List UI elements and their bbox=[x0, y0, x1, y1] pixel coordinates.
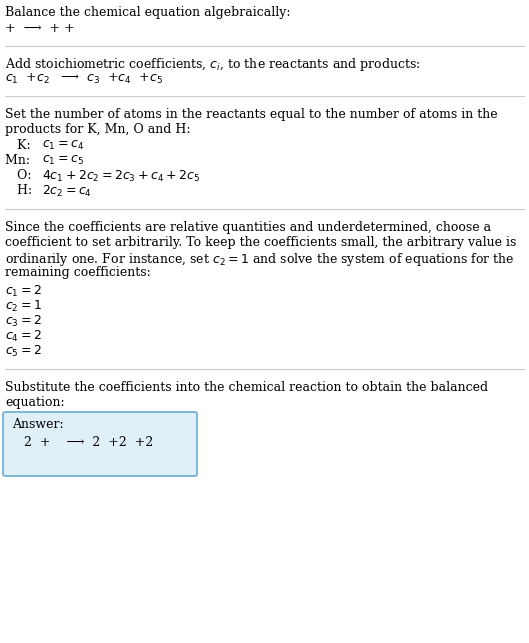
Text: Answer:: Answer: bbox=[12, 418, 63, 431]
Text: $c_1 = c_4$: $c_1 = c_4$ bbox=[42, 139, 84, 152]
Text: Add stoichiometric coefficients, $c_i$, to the reactants and products:: Add stoichiometric coefficients, $c_i$, … bbox=[5, 56, 421, 73]
Text: O:: O: bbox=[5, 169, 40, 182]
Text: equation:: equation: bbox=[5, 396, 65, 409]
Text: Set the number of atoms in the reactants equal to the number of atoms in the: Set the number of atoms in the reactants… bbox=[5, 108, 498, 121]
Text: +  ⟶  + +: + ⟶ + + bbox=[5, 22, 75, 35]
Text: Substitute the coefficients into the chemical reaction to obtain the balanced: Substitute the coefficients into the che… bbox=[5, 381, 488, 394]
Text: Since the coefficients are relative quantities and underdetermined, choose a: Since the coefficients are relative quan… bbox=[5, 221, 491, 234]
Text: Mn:: Mn: bbox=[5, 154, 38, 167]
Text: remaining coefficients:: remaining coefficients: bbox=[5, 266, 151, 279]
Text: Balance the chemical equation algebraically:: Balance the chemical equation algebraica… bbox=[5, 6, 290, 19]
Text: $c_3 = 2$: $c_3 = 2$ bbox=[5, 314, 42, 329]
Text: $c_1 = 2$: $c_1 = 2$ bbox=[5, 284, 42, 299]
Text: $c_1$  +$c_2$   ⟶  $c_3$  +$c_4$  +$c_5$: $c_1$ +$c_2$ ⟶ $c_3$ +$c_4$ +$c_5$ bbox=[5, 72, 163, 86]
Text: $4 c_1 + 2 c_2 = 2 c_3 + c_4 + 2 c_5$: $4 c_1 + 2 c_2 = 2 c_3 + c_4 + 2 c_5$ bbox=[42, 169, 200, 184]
Text: K:: K: bbox=[5, 139, 34, 152]
Text: 2  +    ⟶  2  +2  +2: 2 + ⟶ 2 +2 +2 bbox=[12, 436, 153, 449]
Text: products for K, Mn, O and H:: products for K, Mn, O and H: bbox=[5, 123, 190, 136]
Text: $c_2 = 1$: $c_2 = 1$ bbox=[5, 299, 42, 314]
Text: $c_4 = 2$: $c_4 = 2$ bbox=[5, 329, 42, 344]
Text: H:: H: bbox=[5, 184, 40, 197]
Text: ordinarily one. For instance, set $c_2 = 1$ and solve the system of equations fo: ordinarily one. For instance, set $c_2 =… bbox=[5, 251, 515, 268]
Text: $c_1 = c_5$: $c_1 = c_5$ bbox=[42, 154, 84, 167]
Text: $2 c_2 = c_4$: $2 c_2 = c_4$ bbox=[42, 184, 92, 199]
Text: $c_5 = 2$: $c_5 = 2$ bbox=[5, 344, 42, 359]
Text: coefficient to set arbitrarily. To keep the coefficients small, the arbitrary va: coefficient to set arbitrarily. To keep … bbox=[5, 236, 516, 249]
FancyBboxPatch shape bbox=[3, 412, 197, 476]
